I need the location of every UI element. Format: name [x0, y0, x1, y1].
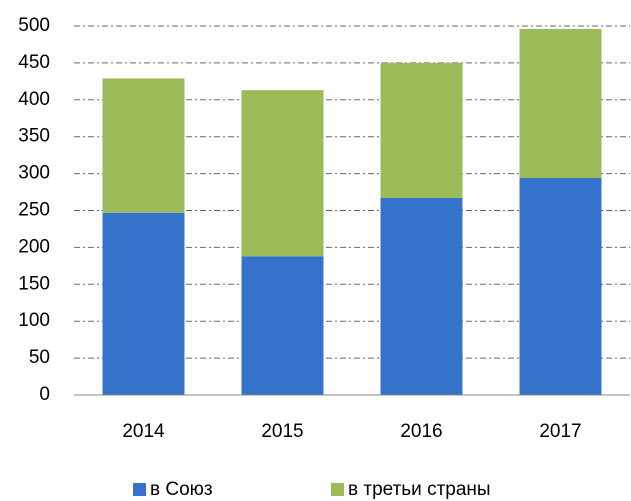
legend-swatch [133, 483, 146, 496]
x-tick-label: 2015 [261, 421, 303, 442]
y-tick-label: 50 [29, 347, 50, 368]
y-tick-label: 150 [18, 273, 50, 294]
legend-label: в третьи страны [348, 479, 491, 500]
legend-label: в Союз [150, 479, 213, 500]
bar-segment [380, 197, 463, 395]
y-tick-label: 450 [18, 52, 50, 73]
y-tick-label: 500 [18, 15, 50, 36]
bar-segment [102, 78, 185, 213]
bar-segment [519, 178, 602, 395]
legend-swatch [331, 483, 344, 496]
y-tick-label: 400 [18, 89, 50, 110]
bar-segment [241, 90, 324, 257]
y-tick-label: 100 [18, 310, 50, 331]
y-tick-label: 250 [18, 200, 50, 221]
y-tick-label: 350 [18, 126, 50, 147]
bar-segment [241, 256, 324, 395]
x-tick-label: 2017 [539, 421, 581, 442]
bar-segment [102, 212, 185, 395]
bar-segment [380, 62, 463, 198]
y-tick-label: 200 [18, 236, 50, 257]
y-tick-label: 300 [18, 163, 50, 184]
y-tick-label: 0 [39, 384, 50, 405]
x-tick-label: 2016 [400, 421, 442, 442]
bar-segment [519, 28, 602, 179]
x-tick-label: 2014 [122, 421, 165, 442]
